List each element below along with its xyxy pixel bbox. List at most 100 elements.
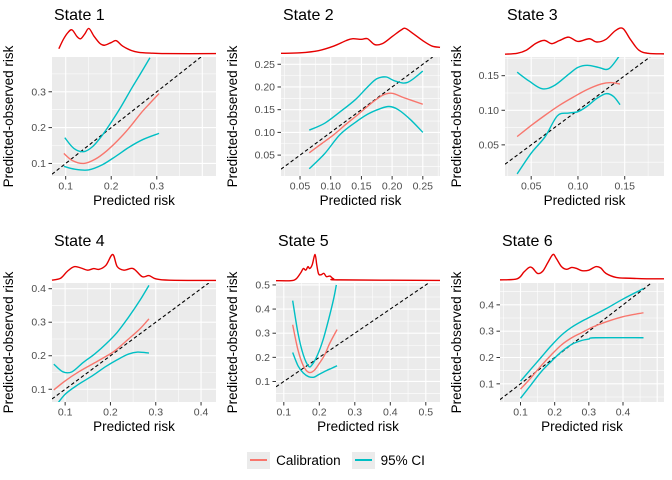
y-axis-title: Predicted-observed risk	[1, 45, 16, 187]
x-tick-label: 0.2	[104, 181, 119, 193]
x-axis-title: Predicted risk	[541, 419, 623, 434]
y-tick-label: 0.20	[255, 81, 276, 93]
ci-line-sample	[354, 458, 372, 461]
ci-lower-curve	[57, 351, 150, 402]
y-tick-label: 0.15	[479, 70, 500, 82]
y-tick-label: 0.1	[31, 384, 46, 396]
legend-key-ci	[351, 451, 375, 469]
ci-lower-curve	[308, 105, 424, 170]
x-axis-title: Predicted risk	[93, 419, 175, 434]
panel-content	[281, 57, 433, 170]
y-tick-label: 0.10	[255, 127, 276, 139]
identity-line	[52, 57, 202, 175]
ci-lower-curve	[63, 132, 160, 171]
plot-panel	[281, 57, 440, 176]
y-axis: 0.05 0.10 0.15 0.20 0.25	[255, 59, 281, 162]
x-tick-label: 0.1	[58, 181, 73, 193]
subplot-state-2: State 2 0.05 0.10 0.15 0.20 0.25 0.05 0.10 0.15 0…	[224, 0, 448, 213]
x-axis: 0.05 0.10 0.15	[521, 176, 635, 193]
x-tick-label: 0.15	[614, 181, 635, 193]
ci-upper-curve	[308, 70, 424, 131]
y-axis: 0.1 0.2 0.3	[31, 86, 52, 170]
y-tick-label: 0.1	[255, 376, 270, 388]
subplot-svg: State 30.05 0.10 0.150.050.100.15Predicted…	[449, 7, 665, 208]
identity-line	[276, 283, 429, 388]
y-tick-label: 0.2	[479, 352, 494, 364]
plot-panel	[505, 57, 664, 176]
y-tick-label: 0.2	[31, 350, 46, 362]
x-axis-title: Predicted risk	[544, 193, 626, 208]
calibration-curve	[519, 312, 644, 390]
y-axis: 0.1 0.2 0.3 0.4	[479, 299, 500, 390]
subplot-svg: State 4 0.1 0.2 0.3 0.4 0.1 0.2 0.3 0.4 Predicted…	[1, 233, 217, 434]
y-tick-label: 0.4	[479, 299, 494, 311]
y-axis: 0.05 0.10 0.15	[479, 70, 505, 151]
grid	[505, 57, 664, 176]
grid	[52, 283, 216, 402]
legend: Calibration 95% CI	[0, 447, 672, 473]
y-tick-label: 0.2	[255, 352, 270, 364]
x-tick-label: 0.20	[382, 181, 403, 193]
legend-key-calibration	[247, 451, 271, 469]
x-tick-label: 0.10	[568, 181, 589, 193]
x-tick-label: 0.4	[194, 407, 209, 419]
x-tick-label: 0.2	[312, 407, 327, 419]
calibration-curve	[291, 324, 338, 374]
ci-lower-curve	[519, 336, 644, 399]
x-tick-label: 0.1	[277, 407, 292, 419]
x-tick-label: 0.05	[521, 181, 542, 193]
calibration-line-sample	[250, 458, 268, 461]
x-axis: 0.1 0.2 0.3 0.4	[58, 402, 209, 419]
subplot-state-1: State 1 0.1 0.2 0.3 0.1 0.2 0.3 Predicted risk P…	[0, 0, 224, 213]
y-tick-label: 0.05	[479, 139, 500, 151]
y-axis-title: Predicted-observed risk	[225, 271, 240, 413]
y-tick-label: 0.3	[31, 86, 46, 98]
y-tick-label: 0.3	[479, 326, 494, 338]
y-tick-label: 0.4	[31, 283, 46, 295]
subplot-title: State 2	[283, 7, 334, 24]
legend-item-ci: 95% CI	[351, 451, 425, 469]
subplot-state-4: State 4 0.1 0.2 0.3 0.4 0.1 0.2 0.3 0.4 Predicted…	[0, 226, 224, 439]
subplot-svg: State 5 0.1 0.2 0.3 0.4 0.5 0.1 0.2 0.3 0.4 0.5 Pre…	[225, 233, 441, 434]
grid	[276, 283, 440, 402]
y-tick-label: 0.05	[255, 150, 276, 162]
x-axis: 0.05 0.10 0.15 0.20 0.25	[290, 176, 433, 193]
legend-label-calibration: Calibration	[276, 452, 341, 468]
panel-content	[500, 283, 652, 401]
y-axis: 0.1 0.2 0.3 0.4	[31, 283, 52, 396]
calibration-curve	[308, 92, 424, 154]
subplot-state-5: State 5 0.1 0.2 0.3 0.4 0.5 0.1 0.2 0.3 0.4 0.5 Pre…	[224, 226, 448, 439]
x-tick-label: 0.2	[103, 407, 118, 419]
x-tick-label: 0.10	[321, 181, 342, 193]
density-curve	[280, 27, 441, 55]
subplot-title: State 4	[54, 233, 105, 250]
density-curve	[51, 253, 217, 282]
y-axis-title: Predicted-observed risk	[449, 271, 464, 413]
ci-upper-curve	[516, 57, 620, 90]
y-tick-label: 0.2	[31, 122, 46, 134]
ci-upper-curve	[64, 57, 151, 153]
y-axis: 0.1 0.2 0.3 0.4 0.5	[255, 279, 276, 388]
subplot-svg: State 60.1 0.2 0.3 0.40.10.20.30.4Predicted…	[449, 233, 665, 434]
calibration-curve	[516, 81, 621, 138]
y-tick-label: 0.3	[31, 317, 46, 329]
y-tick-label: 0.1	[479, 378, 494, 390]
plot-panel	[52, 283, 216, 402]
x-tick-label: 0.3	[582, 407, 597, 419]
panel-content	[52, 57, 202, 175]
y-axis-title: Predicted-observed risk	[449, 45, 464, 187]
x-tick-label: 0.15	[351, 181, 372, 193]
legend-item-calibration: Calibration	[247, 451, 341, 469]
subplot-state-3: State 3 0.05 0.10 0.15 0.05 0.10 0.15 Predicted…	[448, 0, 672, 213]
x-axis-title: Predicted risk	[320, 193, 402, 208]
legend-label-ci: 95% CI	[380, 452, 425, 468]
x-axis-title: Predicted risk	[317, 419, 399, 434]
subplot-svg: State 20.05 0.10 0.15 0.20 0.250.050.100.150…	[225, 7, 441, 208]
density-curve	[58, 27, 217, 55]
density-curve	[275, 253, 441, 282]
panel-content	[276, 283, 429, 388]
calibration-curve	[63, 93, 160, 165]
y-tick-label: 0.15	[255, 104, 276, 116]
